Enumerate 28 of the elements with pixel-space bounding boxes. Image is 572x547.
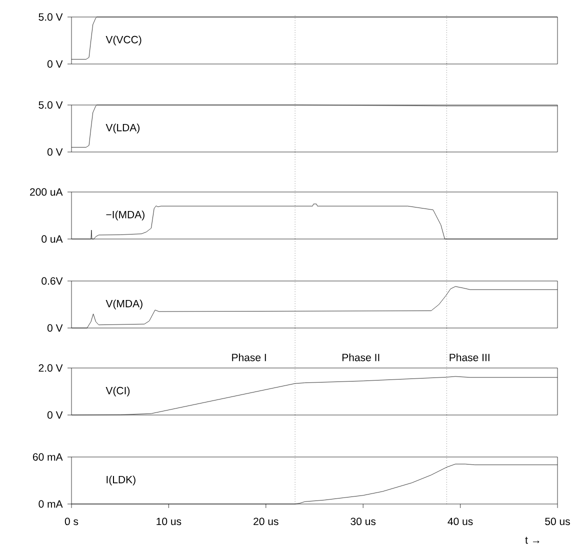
series-label: V(MDA) (106, 300, 142, 310)
series-label: I(LDK) (106, 476, 136, 486)
x-tick-label: 20 us (254, 518, 278, 526)
y-tick-label: 0 V (47, 60, 63, 68)
series-label: V(VCC) (106, 36, 142, 46)
y-tick-label: 5.0 V (38, 13, 63, 21)
x-tick-label: 10 us (156, 518, 182, 526)
y-tick-label: 0 uA (42, 235, 63, 243)
y-tick-label: 0 V (47, 411, 63, 419)
y-tick-label: 0.6V (42, 277, 63, 285)
series-label: V(LDA) (106, 124, 140, 134)
x-tick-label: 40 us (448, 518, 473, 526)
y-tick-label: 2.0 V (38, 364, 63, 372)
text: Phase I (232, 354, 266, 362)
y-tick-label: 0 mA (38, 500, 63, 508)
y-tick-label: 5.0 V (38, 101, 63, 109)
series-label: V(CI) (106, 386, 130, 396)
y-tick-label: 200 uA (30, 188, 63, 196)
y-tick-label: 0 V (47, 324, 63, 332)
y-tick-label: 0 V (47, 148, 63, 156)
text: Phase II (342, 354, 380, 362)
x-tick-label: 50 us (545, 518, 570, 526)
text: Phase III (450, 354, 490, 362)
series-label: −I(MDA) (106, 210, 144, 220)
y-tick-label: 60 mA (32, 453, 63, 461)
x-tick-label: 30 us (350, 518, 376, 526)
x-axis-title: t → (525, 536, 540, 544)
x-tick-label: 0 s (64, 518, 78, 526)
